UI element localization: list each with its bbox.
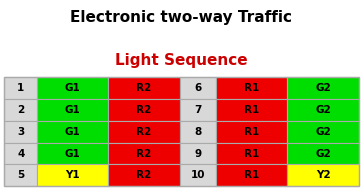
Text: G1: G1 — [65, 105, 81, 115]
Text: G1: G1 — [65, 149, 81, 159]
Bar — [216, 164, 287, 186]
Text: R1: R1 — [244, 149, 260, 159]
Bar — [180, 77, 216, 99]
Text: R2: R2 — [136, 105, 152, 115]
Bar — [287, 143, 359, 164]
Text: 2: 2 — [17, 105, 24, 115]
Text: Y2: Y2 — [316, 170, 330, 180]
Bar — [4, 99, 37, 121]
Text: R1: R1 — [244, 83, 260, 93]
Bar — [4, 77, 359, 186]
Text: R2: R2 — [136, 149, 152, 159]
Text: G2: G2 — [315, 105, 331, 115]
Text: G2: G2 — [315, 149, 331, 159]
Bar — [37, 164, 109, 186]
Bar — [37, 77, 109, 99]
Text: G1: G1 — [65, 127, 81, 137]
Text: 9: 9 — [194, 149, 201, 159]
Bar — [287, 121, 359, 143]
Text: Electronic two-way Traffic: Electronic two-way Traffic — [70, 10, 293, 25]
Bar — [4, 164, 37, 186]
Bar — [216, 121, 287, 143]
Text: R2: R2 — [136, 83, 152, 93]
Text: 7: 7 — [194, 105, 201, 115]
Text: 3: 3 — [17, 127, 24, 137]
Bar — [216, 77, 287, 99]
Text: 6: 6 — [194, 83, 201, 93]
Bar — [109, 99, 180, 121]
Text: R1: R1 — [244, 105, 260, 115]
Text: 5: 5 — [17, 170, 24, 180]
Bar — [180, 99, 216, 121]
Bar — [37, 121, 109, 143]
Text: 8: 8 — [194, 127, 201, 137]
Bar — [109, 143, 180, 164]
Bar — [180, 164, 216, 186]
Text: G2: G2 — [315, 83, 331, 93]
Text: Light Sequence: Light Sequence — [115, 53, 248, 69]
Bar — [4, 77, 37, 99]
Text: R1: R1 — [244, 127, 260, 137]
Bar — [287, 99, 359, 121]
Text: G2: G2 — [315, 127, 331, 137]
Bar — [180, 143, 216, 164]
Bar — [216, 143, 287, 164]
Bar — [287, 164, 359, 186]
Text: 1: 1 — [17, 83, 24, 93]
Bar — [4, 143, 37, 164]
Bar — [4, 121, 37, 143]
Text: R2: R2 — [136, 170, 152, 180]
Text: R2: R2 — [136, 127, 152, 137]
Bar — [216, 99, 287, 121]
Text: G1: G1 — [65, 83, 81, 93]
Text: R1: R1 — [244, 170, 260, 180]
Bar — [37, 99, 109, 121]
Bar — [109, 164, 180, 186]
Text: Y1: Y1 — [66, 170, 80, 180]
Bar — [37, 143, 109, 164]
Bar — [109, 77, 180, 99]
Text: 10: 10 — [191, 170, 205, 180]
Bar — [180, 121, 216, 143]
Bar — [109, 121, 180, 143]
Bar — [287, 77, 359, 99]
Text: 4: 4 — [17, 149, 24, 159]
